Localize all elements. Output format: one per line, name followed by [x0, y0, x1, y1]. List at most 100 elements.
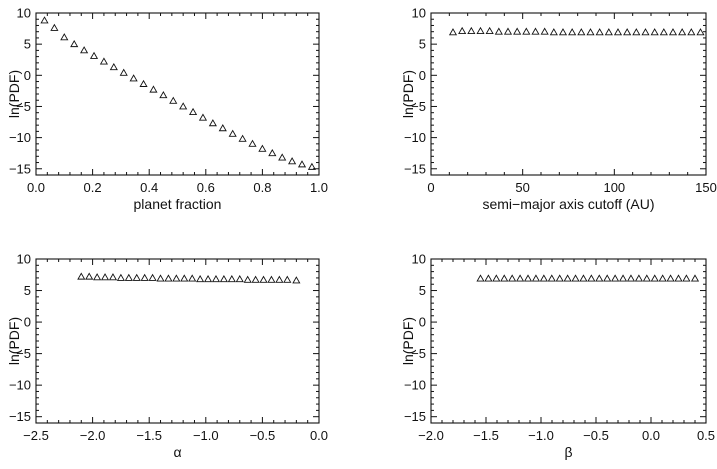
y-tick-label: −10 — [9, 130, 31, 145]
data-point — [93, 273, 102, 281]
data-point — [203, 274, 213, 283]
data-point — [259, 275, 268, 283]
y-tick-label: −10 — [9, 378, 31, 393]
data-point — [140, 273, 149, 281]
x-tick-label: 0.4 — [140, 180, 158, 195]
y-tick-label: −5 — [411, 346, 426, 361]
y-tick-label: 5 — [24, 37, 31, 52]
data-point — [523, 274, 533, 282]
data-point — [148, 273, 157, 281]
data-point — [283, 275, 292, 283]
x-tick-label: −1.0 — [193, 428, 219, 443]
data-point — [484, 274, 493, 282]
x-tick-label: 0.6 — [197, 180, 215, 195]
data-point — [119, 68, 128, 76]
y-tick-label: 0 — [24, 315, 31, 330]
y-tick-label: −15 — [404, 161, 426, 176]
data-point — [547, 274, 556, 282]
data-point — [577, 28, 586, 36]
x-tick-label: −2.0 — [418, 428, 444, 443]
x-tick-label: 0.0 — [27, 180, 45, 195]
data-point — [696, 28, 705, 36]
data-point — [100, 273, 110, 281]
data-point — [248, 139, 257, 147]
data-point — [180, 274, 189, 282]
data-point — [678, 28, 687, 36]
data-point — [109, 63, 118, 71]
data-point — [243, 275, 252, 283]
x-tick-label: 150 — [695, 180, 717, 195]
data-point — [219, 274, 228, 283]
data-point — [641, 28, 650, 36]
data-point — [50, 23, 59, 31]
y-axis-label: ln(PDF) — [6, 317, 22, 365]
data-point — [668, 28, 678, 36]
data-point — [116, 273, 125, 281]
y-tick-label: −5 — [16, 99, 31, 114]
data-point — [549, 28, 558, 36]
data-point — [540, 27, 549, 35]
data-point — [604, 28, 613, 36]
x-tick-label: 0.2 — [84, 180, 102, 195]
y-tick-label: 5 — [419, 37, 426, 52]
y-tick-label: −15 — [9, 161, 31, 176]
plot-frame — [430, 258, 707, 424]
panel-3: −2.5 −2.0 −1.5 −1.0 −0.5 0.0 10 5 0 −5 −10 −15 α ln(P… — [6, 252, 328, 461]
data-point — [516, 274, 525, 282]
x-tick-label: −0.5 — [583, 428, 609, 443]
data-point — [682, 274, 691, 282]
data-point — [508, 274, 517, 282]
data-point — [634, 274, 643, 282]
data-point — [80, 46, 89, 54]
data-point — [275, 275, 284, 283]
data-point — [164, 274, 173, 282]
data-point — [503, 27, 513, 35]
data-point — [268, 148, 277, 157]
data-point — [169, 96, 178, 104]
data-point — [586, 28, 595, 36]
y-tick-label: 0 — [419, 68, 426, 83]
data-point — [522, 27, 531, 35]
data-point — [539, 274, 548, 282]
x-tick-label: 100 — [603, 180, 625, 195]
data-point — [238, 134, 247, 142]
x-tick-label: −1.0 — [528, 428, 554, 443]
y-tick-label: 0 — [419, 315, 426, 330]
y-tick-label: 10 — [412, 252, 426, 267]
x-tick-label: −0.5 — [250, 428, 276, 443]
data-point — [251, 275, 260, 283]
data-point — [658, 274, 667, 282]
data-point — [40, 16, 49, 24]
data-point — [307, 162, 317, 170]
y-tick-label: 5 — [419, 283, 426, 298]
x-tick-label: 0.8 — [253, 180, 271, 195]
y-tick-label: 10 — [412, 6, 426, 21]
data-point — [218, 124, 227, 132]
data-point — [650, 28, 659, 36]
x-tick-label: 0.5 — [697, 428, 715, 443]
data-point — [650, 274, 659, 282]
data-point — [159, 91, 168, 99]
data-point — [85, 272, 94, 280]
data-point — [611, 274, 620, 282]
x-axis-label: planet fraction — [134, 196, 222, 212]
data-point — [129, 74, 138, 82]
data-point — [60, 33, 69, 41]
data-point — [448, 28, 458, 36]
data-point — [132, 273, 141, 281]
data-point — [99, 57, 108, 65]
data-point — [70, 39, 79, 48]
data-point — [196, 274, 205, 283]
data-point — [288, 157, 297, 165]
y-tick-label: 10 — [17, 6, 31, 21]
y-tick-label: −10 — [404, 378, 426, 393]
data-point — [179, 102, 188, 110]
data-point — [500, 274, 509, 282]
data-point — [568, 28, 577, 36]
y-axis-label: ln(PDF) — [400, 317, 416, 365]
data-point — [476, 26, 485, 34]
data-point — [278, 153, 287, 161]
